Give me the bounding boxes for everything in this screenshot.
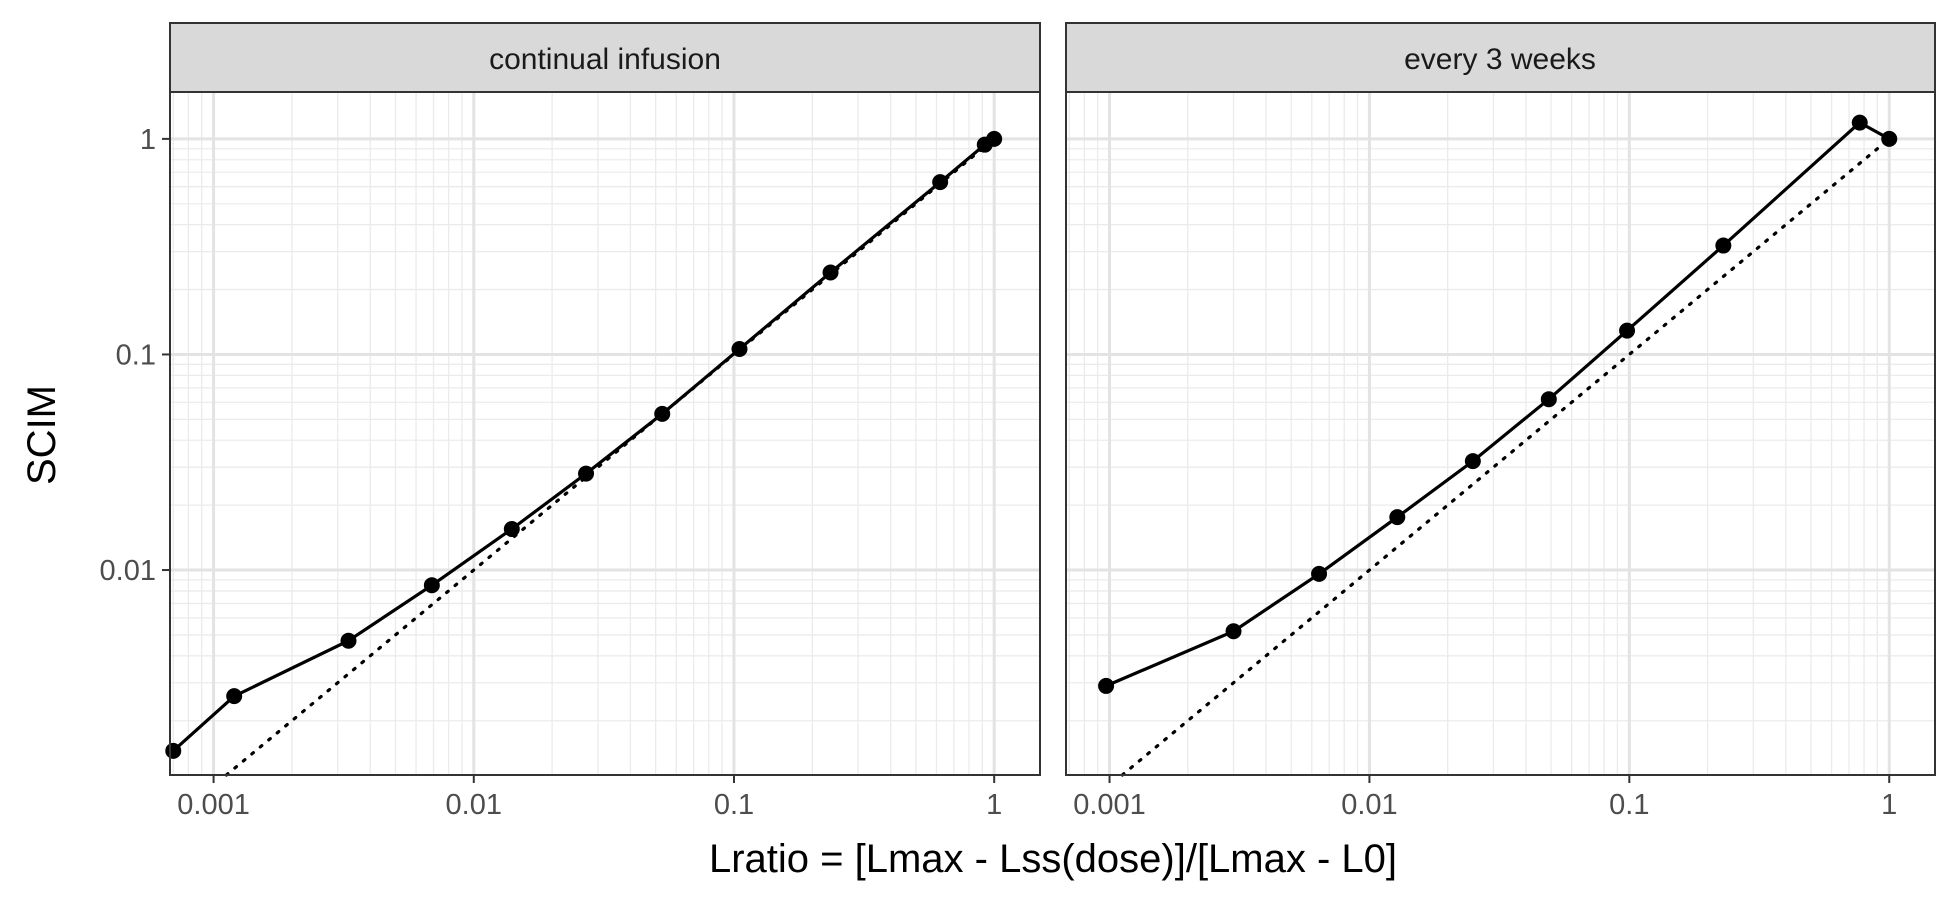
x-tick-label: 0.01: [446, 789, 502, 821]
y-axis: 0.01 0.1 1: [100, 124, 170, 587]
strip-background: [1065, 22, 1936, 93]
identity-reference-line: [224, 137, 996, 777]
data-point: [1881, 130, 1898, 147]
reference-line-layer: [1120, 137, 1891, 777]
plot-area-background: [1066, 92, 1935, 775]
data-point: [1540, 391, 1557, 408]
x-tick-label: 0.001: [177, 789, 250, 821]
x-axis-title: Lratio = [Lmax - Lss(dose)]/[Lmax - L0]: [709, 837, 1397, 881]
data-point: [578, 465, 595, 482]
panel-title: every 3 weeks: [1404, 43, 1596, 76]
y-tick-label: 0.1: [116, 339, 156, 371]
data-point: [1464, 453, 1481, 470]
data-point: [1098, 677, 1115, 694]
x-tick-label: 1: [1881, 789, 1897, 821]
data-point: [503, 521, 520, 538]
data-point: [822, 264, 839, 281]
data-point: [340, 632, 357, 649]
data-point: [1851, 114, 1868, 131]
reference-line-layer: [224, 137, 996, 777]
plot-area-background: [170, 92, 1040, 775]
data-point: [1311, 565, 1328, 582]
series-line: [1105, 120, 1890, 688]
data-point: [654, 405, 671, 422]
y-tick-label: 1: [140, 124, 156, 156]
data-point: [1225, 623, 1242, 640]
data-point: [932, 174, 949, 191]
x-axis: 0.001 0.01 0.1 1 0.001 0.01 0.1 1: [177, 775, 1897, 821]
y-tick-label: 0.01: [100, 555, 156, 587]
panel-continual-infusion: continual infusion: [165, 22, 1041, 777]
y-axis-title: SCIM: [20, 385, 64, 485]
data-point: [1619, 322, 1636, 339]
plot-area-border: [1065, 91, 1936, 776]
data-point: [986, 130, 1003, 147]
x-tick-label: 1: [986, 789, 1002, 821]
data-point: [731, 341, 748, 358]
x-tick-label: 0.001: [1073, 789, 1146, 821]
series-line: [172, 137, 996, 752]
x-tick-label: 0.1: [1609, 789, 1649, 821]
gridlines: [170, 92, 1040, 775]
panel-title: continual infusion: [489, 43, 721, 76]
strip-background: [169, 22, 1041, 93]
data-point: [1389, 509, 1406, 526]
gridlines: [1066, 92, 1935, 775]
plot-area-border: [169, 91, 1041, 776]
data-point: [226, 688, 243, 705]
x-tick-label: 0.01: [1341, 789, 1397, 821]
panel-every-3-weeks: every 3 weeks: [1065, 22, 1936, 777]
x-tick-label: 0.1: [714, 789, 754, 821]
series-layer: [1098, 114, 1898, 694]
data-point: [165, 742, 182, 759]
data-point: [423, 577, 440, 594]
data-point: [1715, 237, 1732, 254]
identity-reference-line: [1120, 137, 1891, 777]
